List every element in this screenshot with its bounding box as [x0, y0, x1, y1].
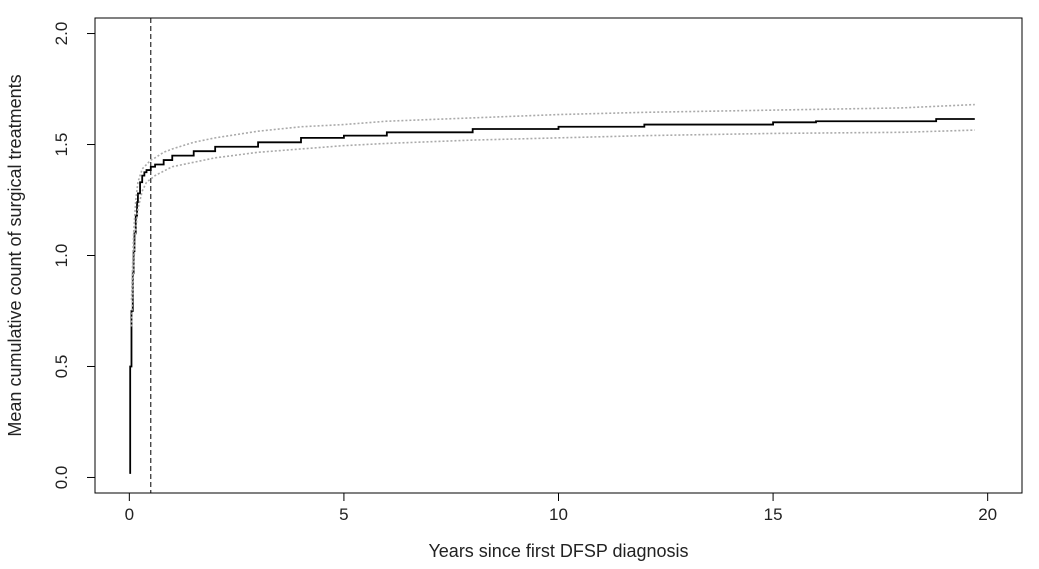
x-tick-label: 15	[764, 505, 783, 524]
plot-frame	[94, 17, 1023, 494]
x-axis-label: Years since first DFSP diagnosis	[428, 541, 688, 561]
y-axis-label: Mean cumulative count of surgical treatm…	[5, 74, 25, 436]
y-tick-label: 0.0	[52, 466, 71, 490]
y-tick-label: 2.0	[52, 22, 71, 46]
y-axis: 0.0 0.5 1.0 1.5 2.0	[52, 22, 96, 490]
x-tick-label: 0	[125, 505, 134, 524]
x-tick-label: 5	[339, 505, 348, 524]
series-line-estimate	[129, 118, 975, 474]
series-group	[129, 103, 975, 474]
series-line-lower-confidence-bound	[130, 129, 975, 327]
x-axis: 0 5 10 15 20	[125, 492, 997, 524]
y-tick-label: 1.5	[52, 133, 71, 157]
x-tick-label: 20	[978, 505, 997, 524]
y-tick-label: 1.0	[52, 244, 71, 268]
series-line-upper-confidence-bound	[130, 103, 975, 300]
y-tick-label: 0.5	[52, 355, 71, 379]
x-tick-label: 10	[549, 505, 568, 524]
